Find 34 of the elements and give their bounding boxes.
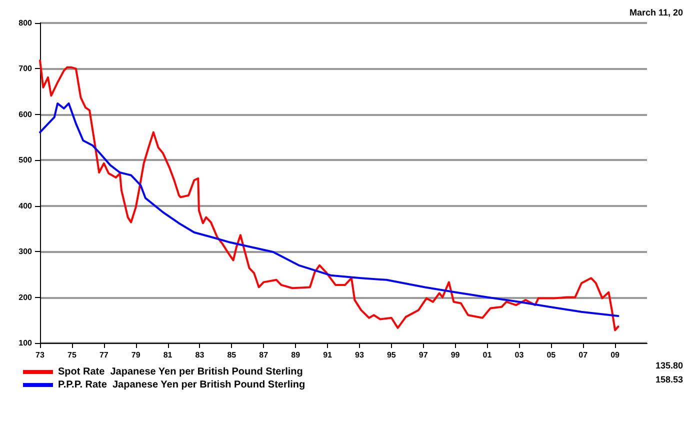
x-tick-label: 97 xyxy=(418,350,428,360)
x-tick-label: 83 xyxy=(195,350,205,360)
x-tick-label: 77 xyxy=(99,350,109,360)
x-tick-label: 05 xyxy=(546,350,556,360)
x-tick-label: 99 xyxy=(450,350,460,360)
y-tick-label: 800 xyxy=(18,18,33,28)
legend-label: P.P.P. Rate Japanese Yen per British Pound Sterling xyxy=(58,380,306,390)
y-tick-label: 100 xyxy=(18,338,33,348)
x-tick-label: 09 xyxy=(610,350,620,360)
x-tick-label: 85 xyxy=(227,350,237,360)
x-tick-label: 79 xyxy=(131,350,141,360)
y-tick-label: 500 xyxy=(18,156,33,165)
x-tick-label: 95 xyxy=(386,350,396,360)
text: March 11, 20 xyxy=(629,8,684,18)
legend-label: Spot Rate Japanese Yen per British Pound Sterling xyxy=(58,366,303,378)
x-tick-label: 87 xyxy=(259,350,269,360)
y-tick-label: 700 xyxy=(18,64,33,74)
y-tick-label: 300 xyxy=(18,247,33,256)
x-tick-label: 93 xyxy=(355,350,364,360)
line-series xyxy=(39,59,620,332)
x-tick-label: 07 xyxy=(578,350,588,360)
y-tick-label: 600 xyxy=(18,110,33,119)
text: 158.53 xyxy=(655,374,684,384)
line-series xyxy=(39,102,620,318)
x-tick-label: 03 xyxy=(514,350,524,360)
y-tick-label: 200 xyxy=(18,292,33,302)
y-tick-label: 400 xyxy=(18,201,33,210)
x-tick-label: 89 xyxy=(291,350,301,360)
text: 135.80 xyxy=(655,360,684,370)
x-tick-label: 73 xyxy=(36,350,45,360)
x-tick-label: 01 xyxy=(482,350,492,360)
x-tick-label: 81 xyxy=(163,350,173,360)
x-tick-label: 91 xyxy=(323,350,333,360)
x-tick-label: 75 xyxy=(67,350,77,360)
